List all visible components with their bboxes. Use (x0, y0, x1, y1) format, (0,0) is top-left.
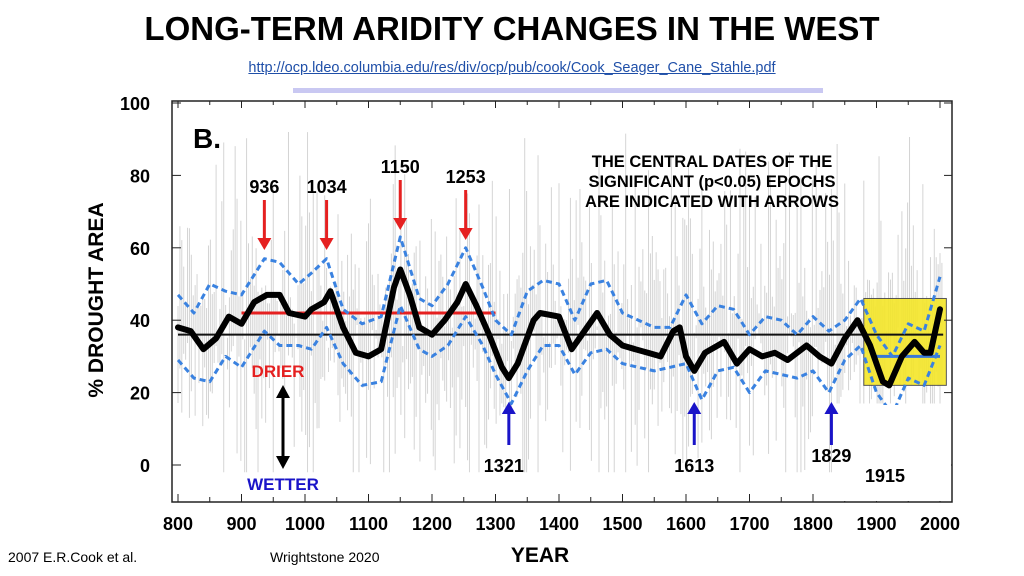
y-axis-label: % DROUGHT AREA (85, 202, 108, 397)
wet-epoch-arrow-head (824, 402, 839, 414)
decorative-bar (293, 88, 823, 93)
double-arrow-down-head (276, 456, 290, 469)
y-tick-label: 60 (130, 239, 150, 259)
x-tick-label: 1400 (539, 514, 579, 534)
x-tick-label: 1600 (666, 514, 706, 534)
wetter-label: WETTER (247, 475, 319, 494)
x-tick-label: 1000 (285, 514, 325, 534)
annotation-note: THE CENTRAL DATES OF THE (592, 153, 832, 171)
y-tick-label: 20 (130, 384, 150, 404)
dry-epoch-arrow-head (257, 238, 272, 250)
panel-label: B. (193, 123, 221, 154)
annotation-note: SIGNIFICANT (p<0.05) EPOCHS (588, 173, 835, 191)
extra-year-label: 1915 (865, 466, 905, 486)
y-tick-label: 80 (130, 166, 150, 186)
dry-epoch-label: 936 (249, 177, 279, 197)
x-tick-label: 1500 (602, 514, 642, 534)
x-tick-label: 2000 (920, 514, 960, 534)
wet-epoch-label: 1829 (811, 446, 851, 466)
annotation-note: ARE INDICATED WITH ARROWS (585, 193, 839, 211)
dry-epoch-arrow-head (319, 238, 334, 250)
dry-epoch-label: 1034 (307, 177, 347, 197)
smoothed-drought-line (175, 266, 943, 389)
dry-epoch-arrow-head (458, 228, 473, 240)
y-tick-label: 100 (120, 94, 150, 114)
double-arrow-up-head (276, 385, 290, 398)
x-tick-label: 900 (226, 514, 256, 534)
y-tick-label: 0 (140, 456, 150, 476)
dry-epoch-label: 1150 (381, 157, 420, 177)
upper-ci-line (176, 235, 942, 358)
source-link[interactable]: http://ocp.ldeo.columbia.edu/res/div/ocp… (248, 60, 776, 76)
x-tick-label: 1300 (475, 514, 515, 534)
x-tick-label: 1800 (793, 514, 833, 534)
lower-ci-line (176, 304, 942, 416)
x-tick-label: 1200 (412, 514, 452, 534)
wet-epoch-arrow-head (687, 402, 702, 414)
x-tick-label: 1900 (856, 514, 896, 534)
x-axis-label: YEAR (511, 544, 569, 567)
x-tick-label: 800 (163, 514, 193, 534)
drier-label: DRIER (252, 362, 305, 381)
footer-citation: 2007 E.R.Cook et al. (8, 549, 138, 565)
wet-epoch-arrow-head (501, 402, 516, 414)
slide-title: LONG-TERM ARIDITY CHANGES IN THE WEST (144, 10, 880, 47)
plot-frame (171, 100, 953, 503)
footer-credit: Wrightstone 2020 (270, 549, 380, 565)
x-tick-label: 1700 (729, 514, 769, 534)
wet-epoch-label: 1321 (484, 456, 524, 476)
y-tick-label: 40 (130, 311, 150, 331)
label-backdrop (838, 405, 951, 501)
dry-epoch-arrow-head (393, 218, 408, 230)
dry-epoch-label: 1253 (446, 167, 486, 187)
x-tick-label: 1100 (349, 514, 388, 534)
wet-epoch-label: 1613 (674, 456, 714, 476)
